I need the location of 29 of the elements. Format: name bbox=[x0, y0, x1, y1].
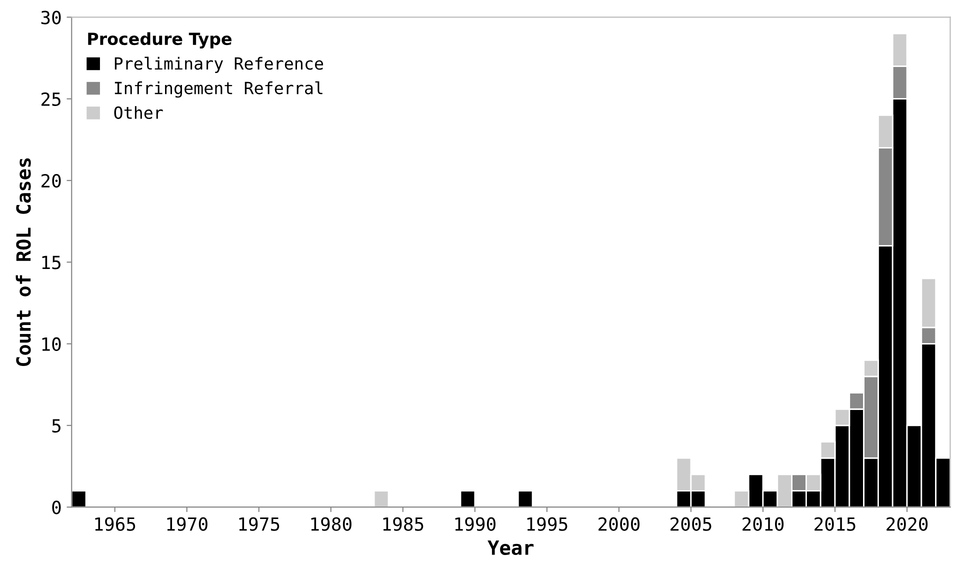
bar bbox=[373, 490, 390, 508]
legend-title: Procedure Type bbox=[88, 32, 232, 48]
x-axis-title: Year bbox=[488, 540, 534, 556]
y-tick-label: 15 bbox=[42, 256, 60, 270]
x-tick-label: 2015 bbox=[814, 517, 856, 531]
x-tick-label: 1995 bbox=[527, 517, 568, 531]
y-tick-label: 0 bbox=[52, 500, 61, 514]
x-tick-label: 1980 bbox=[311, 517, 352, 531]
x-tick-label: 2010 bbox=[742, 517, 784, 531]
bar bbox=[72, 490, 87, 508]
y-tick-label: 25 bbox=[42, 92, 60, 106]
x-tick-label: 2005 bbox=[670, 517, 712, 531]
y-tick-label: 30 bbox=[41, 10, 61, 24]
bar bbox=[460, 490, 476, 508]
x-tick-label: 1970 bbox=[167, 517, 208, 531]
legend-label: Infringement Referral bbox=[114, 81, 322, 98]
x-tick-label: 1975 bbox=[239, 517, 280, 531]
y-tick-label: 5 bbox=[52, 419, 60, 433]
y-axis-title: Count of ROL Cases bbox=[16, 158, 31, 366]
bar bbox=[517, 490, 534, 508]
legend-label: Preliminary Reference bbox=[114, 56, 324, 73]
x-tick-label: 1985 bbox=[383, 517, 424, 531]
x-tick-label: 2020 bbox=[886, 517, 928, 531]
y-tick-label: 20 bbox=[42, 174, 61, 188]
legend-label: Other bbox=[114, 106, 163, 119]
x-tick-label: 2000 bbox=[598, 517, 640, 531]
x-tick-label: 1965 bbox=[95, 517, 136, 531]
y-tick-label: 10 bbox=[42, 337, 61, 351]
x-tick-label: 1990 bbox=[455, 517, 496, 531]
